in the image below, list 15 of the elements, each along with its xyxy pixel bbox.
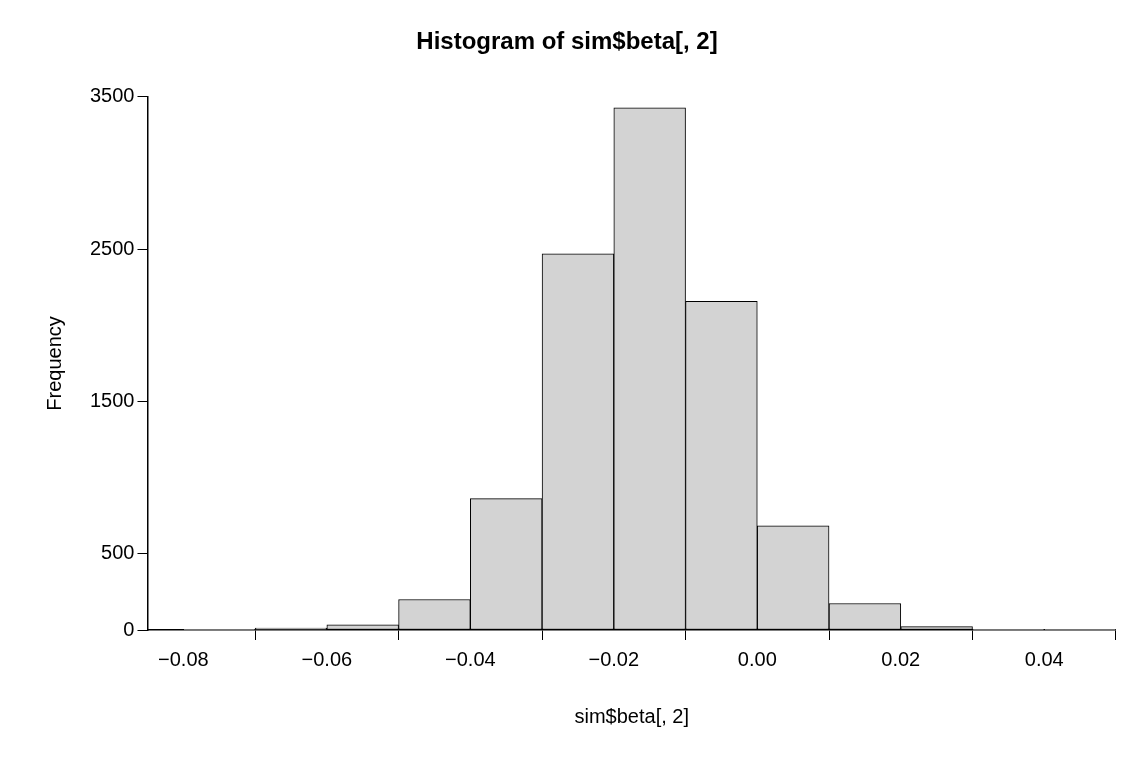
- y-tick-label: 0: [123, 617, 135, 640]
- x-tick-label: −0.08: [158, 647, 209, 670]
- x-tick-label: −0.04: [445, 647, 496, 670]
- x-tick-label: −0.06: [301, 647, 353, 670]
- x-tick-label: 0.04: [1024, 647, 1064, 670]
- x-tick-label: −0.02: [588, 647, 640, 670]
- x-tick-label: 0.02: [881, 647, 921, 670]
- y-tick-label: 500: [101, 541, 135, 564]
- y-tick-label: 2500: [89, 236, 135, 259]
- chart-title: Histogram of sim$beta[, 2]: [416, 27, 718, 55]
- x-axis-title: sim$beta[, 2]: [574, 704, 689, 727]
- y-tick-label: 3500: [89, 84, 135, 107]
- y-tick-label: 1500: [89, 389, 135, 411]
- y-axis-title: Frequency: [42, 316, 65, 411]
- x-tick-label: 0.00: [737, 647, 777, 670]
